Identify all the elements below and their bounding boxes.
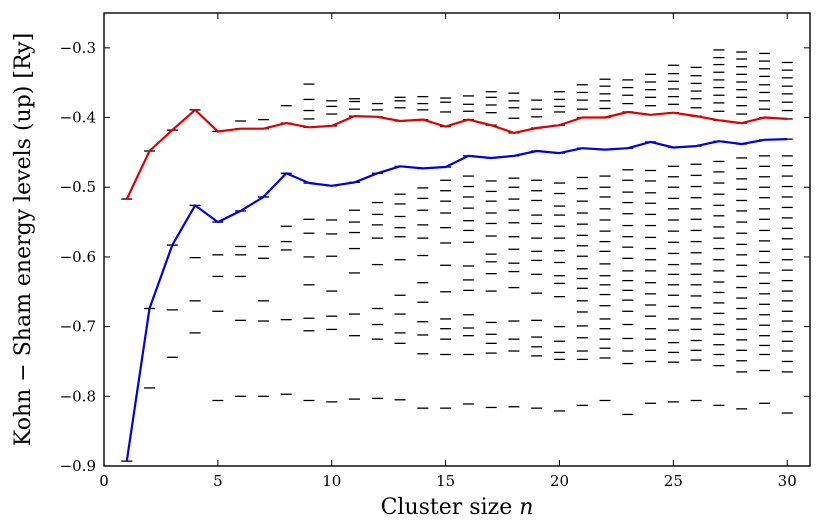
x-tick-label: 20: [550, 472, 569, 490]
y-tick-label: −0.4: [60, 109, 96, 127]
y-tick-label: −0.6: [60, 248, 96, 266]
axis-ticks-layer: 0 5 10 15 20 25 30 −0.9 −0.8 −0.7 −0.6 −0.5 −0.4 −0.3: [60, 13, 810, 490]
y-axis-label: Kohn − Sham energy levels (up) [Ry]: [11, 33, 36, 446]
y-tick-label: −0.7: [60, 318, 96, 336]
y-tick-label: −0.5: [60, 178, 96, 196]
series-layer: [125, 108, 788, 462]
x-tick-label: 25: [664, 472, 683, 490]
x-tick-label: 10: [322, 472, 341, 490]
blue-series-line: [125, 138, 788, 462]
y-tick-label: −0.9: [60, 457, 96, 475]
x-tick-label: 15: [436, 472, 455, 490]
x-axis-label: Cluster size n: [381, 495, 534, 520]
y-tick-label: −0.8: [60, 387, 96, 405]
red-series-line: [125, 108, 788, 200]
x-tick-label: 30: [778, 472, 797, 490]
x-tick-label: 5: [213, 472, 223, 490]
x-tick-label: 0: [99, 472, 109, 490]
y-tick-label: −0.3: [60, 39, 96, 57]
plot-area-frame: [103, 12, 811, 467]
energy-levels-layer: [121, 49, 793, 462]
